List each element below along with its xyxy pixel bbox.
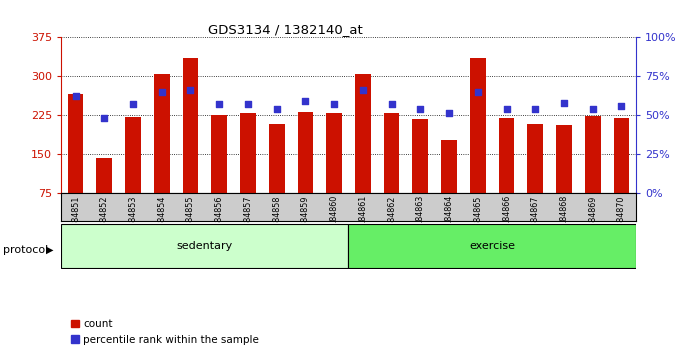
Text: GDS3134 / 1382140_at: GDS3134 / 1382140_at	[208, 23, 363, 36]
Text: GSM184861: GSM184861	[358, 195, 367, 244]
Bar	[269, 124, 284, 193]
Bar	[125, 116, 141, 193]
Point	[386, 101, 397, 107]
Bar	[528, 124, 543, 193]
Text: GSM184859: GSM184859	[301, 195, 310, 244]
Point	[300, 98, 311, 104]
Point	[473, 89, 483, 95]
Bar	[613, 118, 629, 193]
Bar	[61, 224, 348, 268]
Bar	[413, 119, 428, 193]
Point	[156, 89, 167, 95]
Text: GSM184868: GSM184868	[560, 195, 568, 244]
Point	[530, 106, 541, 112]
Text: GSM184862: GSM184862	[387, 195, 396, 244]
Bar	[470, 58, 486, 193]
Point	[214, 101, 224, 107]
Text: sedentary: sedentary	[177, 241, 233, 251]
Text: GSM184867: GSM184867	[531, 195, 540, 244]
Bar	[326, 114, 342, 193]
Bar	[154, 74, 169, 193]
Point	[588, 106, 598, 112]
Bar	[355, 74, 371, 193]
Bar	[498, 118, 514, 193]
Text: GSM184869: GSM184869	[588, 195, 597, 244]
Point	[328, 101, 339, 107]
Text: GSM184863: GSM184863	[416, 195, 425, 244]
Text: exercise: exercise	[469, 241, 515, 251]
Text: GSM184857: GSM184857	[243, 195, 252, 244]
Bar	[183, 58, 199, 193]
Text: GSM184858: GSM184858	[272, 195, 281, 244]
Text: GSM184864: GSM184864	[445, 195, 454, 244]
Bar	[556, 125, 572, 193]
Bar	[384, 114, 399, 193]
Text: GSM184851: GSM184851	[71, 195, 80, 244]
Bar	[585, 116, 600, 193]
Bar	[441, 140, 457, 193]
Point	[128, 101, 139, 107]
Point	[616, 103, 627, 109]
Text: GSM184865: GSM184865	[473, 195, 482, 244]
Bar	[68, 94, 84, 193]
Point	[558, 100, 569, 105]
Text: GSM184860: GSM184860	[330, 195, 339, 244]
Text: protocol: protocol	[3, 245, 49, 255]
Text: GSM184855: GSM184855	[186, 195, 195, 244]
Point	[70, 93, 81, 99]
Point	[358, 87, 369, 93]
Point	[243, 101, 254, 107]
Point	[185, 87, 196, 93]
Point	[271, 106, 282, 112]
Bar	[348, 224, 636, 268]
Point	[415, 106, 426, 112]
Text: GSM184856: GSM184856	[215, 195, 224, 244]
Text: GSM184853: GSM184853	[129, 195, 137, 244]
Bar	[298, 113, 313, 193]
Bar	[211, 115, 227, 193]
Text: GSM184852: GSM184852	[100, 195, 109, 244]
Text: GSM184854: GSM184854	[157, 195, 166, 244]
Bar	[97, 158, 112, 193]
Point	[443, 111, 454, 116]
Legend: count, percentile rank within the sample: count, percentile rank within the sample	[67, 315, 263, 349]
Text: GSM184870: GSM184870	[617, 195, 626, 244]
Point	[501, 106, 512, 112]
Text: GSM184866: GSM184866	[502, 195, 511, 244]
Bar	[240, 114, 256, 193]
Text: ▶: ▶	[46, 245, 54, 255]
Point	[99, 115, 109, 121]
